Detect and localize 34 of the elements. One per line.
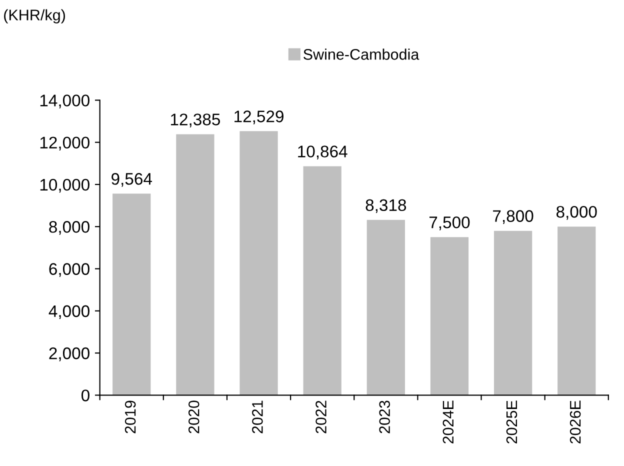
y-axis-title: (KHR/kg) <box>4 9 65 24</box>
x-tick-label: 2025E <box>506 400 518 444</box>
x-tick-label: 2019 <box>124 400 136 434</box>
x-tick-label: 2022 <box>316 400 326 434</box>
text: 8,318 <box>366 199 406 214</box>
text: 7,800 <box>493 210 534 224</box>
text: 8,000 <box>556 206 597 220</box>
bar <box>558 226 596 396</box>
text: 7,500 <box>429 216 470 230</box>
bar <box>366 220 405 396</box>
y-tick-label: 2,000 <box>49 347 90 362</box>
bar <box>430 237 469 396</box>
x-tick-label: 2026E <box>570 400 581 444</box>
x-tick-label: 2021 <box>252 400 263 434</box>
y-tick-label: 4,000 <box>48 305 90 320</box>
text: 12,385 <box>170 114 220 128</box>
x-tick-label: 2020 <box>188 400 200 434</box>
bar <box>494 230 532 396</box>
x-tick-label: 2023 <box>379 400 390 434</box>
legend-label: Swine-Cambodia <box>304 48 420 60</box>
text: 9,564 <box>112 173 152 187</box>
bar <box>176 134 214 396</box>
y-tick-label: 12,000 <box>40 136 90 150</box>
y-tick-label: 10,000 <box>40 178 90 193</box>
bar <box>303 166 342 396</box>
x-tick-label: 2024E <box>442 400 454 444</box>
y-tick-label: 6,000 <box>49 263 90 277</box>
bar <box>240 131 278 396</box>
y-tick-label: 8,000 <box>49 221 90 235</box>
y-tick-label: 0 <box>82 390 90 402</box>
text: 12,529 <box>234 110 284 124</box>
text: 10,864 <box>298 146 348 160</box>
bar <box>112 194 151 396</box>
y-tick-label: 14,000 <box>40 94 90 108</box>
